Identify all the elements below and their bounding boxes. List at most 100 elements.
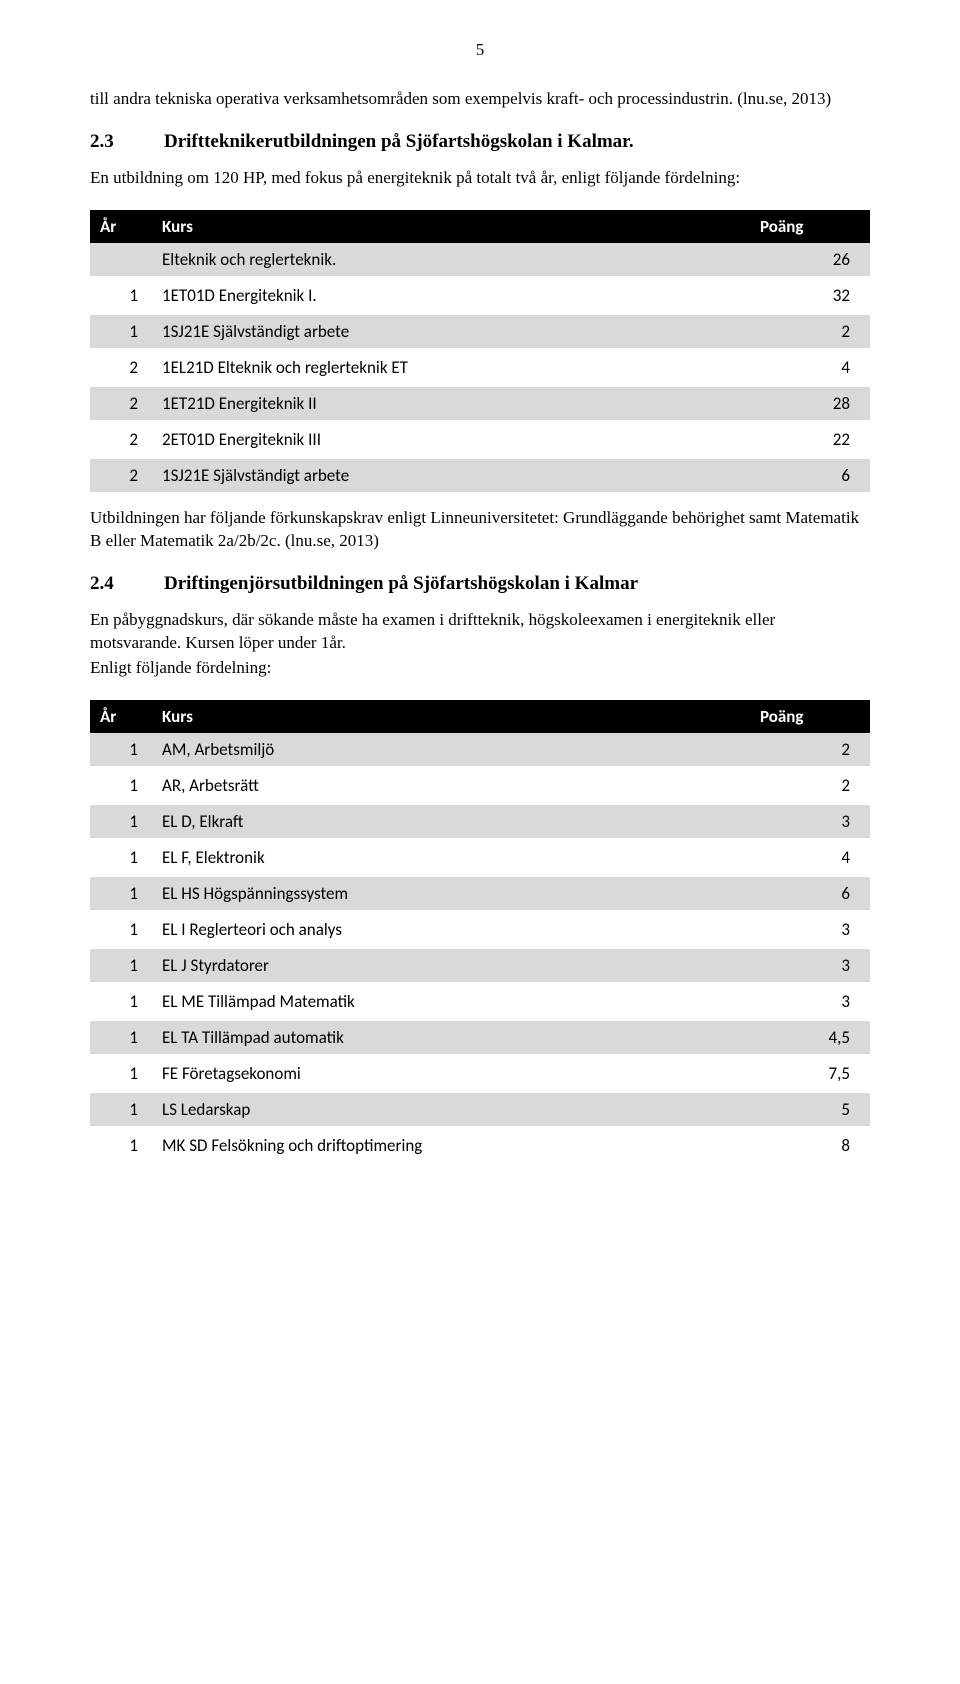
table-row: 1EL J Styrdatorer3 — [90, 947, 870, 983]
cell-year: 1 — [90, 947, 152, 983]
cell-course: Elteknik och reglerteknik. — [152, 243, 750, 278]
table-row: 21ET21D Energiteknik II28 — [90, 385, 870, 421]
cell-year: 1 — [90, 1091, 152, 1127]
course-table-2: År Kurs Poäng 1AM, Arbetsmiljö21AR, Arbe… — [90, 700, 870, 1165]
table-row: 1EL ME Tillämpad Matematik3 — [90, 983, 870, 1019]
cell-course: 1SJ21E Självständigt arbete — [152, 457, 750, 493]
cell-year: 1 — [90, 875, 152, 911]
table-row: 11ET01D Energiteknik I.32 — [90, 277, 870, 313]
cell-points: 32 — [750, 277, 870, 313]
cell-year: 1 — [90, 911, 152, 947]
cell-course: EL HS Högspänningssystem — [152, 875, 750, 911]
cell-course: 1ET21D Energiteknik II — [152, 385, 750, 421]
table-header-row: År Kurs Poäng — [90, 210, 870, 243]
cell-course: 1ET01D Energiteknik I. — [152, 277, 750, 313]
intro-paragraph-1: till andra tekniska operativa verksamhet… — [90, 88, 870, 111]
cell-course: 2ET01D Energiteknik III — [152, 421, 750, 457]
col-course-header: Kurs — [152, 700, 750, 733]
section-2-4-intro-2: Enligt följande fördelning: — [90, 657, 870, 680]
table-row: 1EL HS Högspänningssystem6 — [90, 875, 870, 911]
col-year-header: År — [90, 700, 152, 733]
table-row: 1AM, Arbetsmiljö2 — [90, 733, 870, 768]
table-row: 1EL F, Elektronik4 — [90, 839, 870, 875]
cell-course: EL F, Elektronik — [152, 839, 750, 875]
table-header-row: År Kurs Poäng — [90, 700, 870, 733]
cell-points: 4 — [750, 349, 870, 385]
cell-year: 1 — [90, 1127, 152, 1163]
col-points-header: Poäng — [750, 700, 870, 733]
cell-course: EL J Styrdatorer — [152, 947, 750, 983]
cell-points: 4 — [750, 839, 870, 875]
cell-course: LS Ledarskap — [152, 1091, 750, 1127]
cell-year: 1 — [90, 839, 152, 875]
section-title: Driftingenjörsutbildningen på Sjöfartshö… — [164, 573, 638, 595]
cell-points: 2 — [750, 767, 870, 803]
cell-course: MK SD Felsökning och driftoptimering — [152, 1127, 750, 1163]
cell-course: AR, Arbetsrätt — [152, 767, 750, 803]
table-row: 1MK SD Felsökning och driftoptimering8 — [90, 1127, 870, 1163]
cell-year: 1 — [90, 1055, 152, 1091]
cell-points: 3 — [750, 947, 870, 983]
table-row: 1EL I Reglerteori och analys3 — [90, 911, 870, 947]
cell-year: 1 — [90, 313, 152, 349]
cell-points: 3 — [750, 911, 870, 947]
cell-points: 26 — [750, 243, 870, 278]
col-points-header: Poäng — [750, 210, 870, 243]
section-2-3-heading: 2.3 Driftteknikerutbildningen på Sjöfart… — [90, 131, 870, 153]
cell-year: 1 — [90, 767, 152, 803]
cell-points: 3 — [750, 983, 870, 1019]
cell-year: 2 — [90, 349, 152, 385]
cell-year: 2 — [90, 457, 152, 493]
cell-course: 1SJ21E Självständigt arbete — [152, 313, 750, 349]
cell-year: 1 — [90, 277, 152, 313]
cell-points: 28 — [750, 385, 870, 421]
section-2-3-intro: En utbildning om 120 HP, med fokus på en… — [90, 167, 870, 190]
cell-points: 22 — [750, 421, 870, 457]
section-2-4-intro-1: En påbyggnadskurs, där sökande måste ha … — [90, 609, 870, 655]
table-1-body: Elteknik och reglerteknik.2611ET01D Ener… — [90, 243, 870, 494]
table-row: 1AR, Arbetsrätt2 — [90, 767, 870, 803]
cell-course: EL ME Tillämpad Matematik — [152, 983, 750, 1019]
cell-course: EL I Reglerteori och analys — [152, 911, 750, 947]
cell-course: EL TA Tillämpad automatik — [152, 1019, 750, 1055]
table-row: 1EL D, Elkraft3 — [90, 803, 870, 839]
col-course-header: Kurs — [152, 210, 750, 243]
cell-points: 7,5 — [750, 1055, 870, 1091]
table-2-body: 1AM, Arbetsmiljö21AR, Arbetsrätt21EL D, … — [90, 733, 870, 1164]
cell-points: 5 — [750, 1091, 870, 1127]
cell-points: 2 — [750, 733, 870, 768]
section-number: 2.4 — [90, 573, 164, 595]
table-row: 1EL TA Tillämpad automatik4,5 — [90, 1019, 870, 1055]
table-row: Elteknik och reglerteknik.26 — [90, 243, 870, 278]
cell-points: 6 — [750, 875, 870, 911]
cell-points: 8 — [750, 1127, 870, 1163]
section-2-3-outro: Utbildningen har följande förkunskapskra… — [90, 507, 870, 553]
col-year-header: År — [90, 210, 152, 243]
section-number: 2.3 — [90, 131, 164, 153]
cell-year: 2 — [90, 385, 152, 421]
table-row: 21EL21D Elteknik och reglerteknik ET4 — [90, 349, 870, 385]
cell-year: 1 — [90, 803, 152, 839]
cell-course: AM, Arbetsmiljö — [152, 733, 750, 768]
cell-course: FE Företagsekonomi — [152, 1055, 750, 1091]
table-row: 21SJ21E Självständigt arbete6 — [90, 457, 870, 493]
section-title: Driftteknikerutbildningen på Sjöfartshög… — [164, 131, 634, 153]
page-number: 5 — [90, 40, 870, 60]
table-row: 1LS Ledarskap5 — [90, 1091, 870, 1127]
cell-points: 4,5 — [750, 1019, 870, 1055]
cell-year — [90, 243, 152, 278]
cell-points: 6 — [750, 457, 870, 493]
cell-course: 1EL21D Elteknik och reglerteknik ET — [152, 349, 750, 385]
cell-year: 1 — [90, 733, 152, 768]
cell-year: 1 — [90, 1019, 152, 1055]
table-row: 11SJ21E Självständigt arbete2 — [90, 313, 870, 349]
section-2-4-heading: 2.4 Driftingenjörsutbildningen på Sjöfar… — [90, 573, 870, 595]
table-row: 22ET01D Energiteknik III22 — [90, 421, 870, 457]
cell-year: 1 — [90, 983, 152, 1019]
cell-course: EL D, Elkraft — [152, 803, 750, 839]
cell-points: 2 — [750, 313, 870, 349]
course-table-1: År Kurs Poäng Elteknik och reglerteknik.… — [90, 210, 870, 495]
cell-points: 3 — [750, 803, 870, 839]
cell-year: 2 — [90, 421, 152, 457]
table-row: 1FE Företagsekonomi7,5 — [90, 1055, 870, 1091]
